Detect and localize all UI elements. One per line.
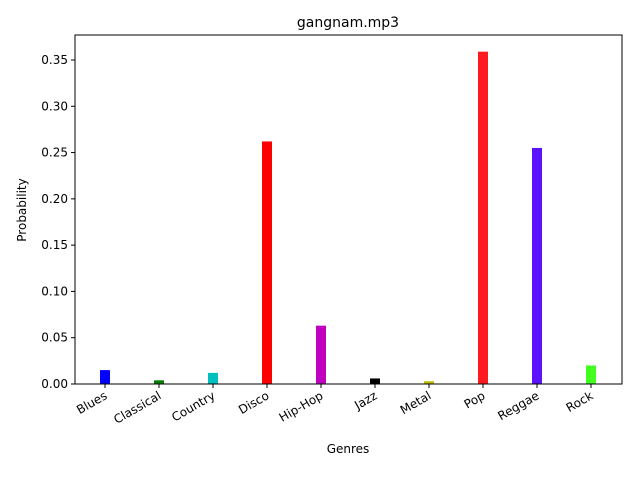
x-tick-label: Reggae bbox=[495, 388, 541, 423]
bar-jazz bbox=[370, 378, 380, 384]
x-tick-label: Hip-Hop bbox=[277, 388, 326, 424]
bar-rock bbox=[586, 365, 596, 384]
x-axis: Blues Classical Country Disco Hip-Hop Jazz Met… bbox=[74, 384, 596, 427]
chart-title: gangnam.mp3 bbox=[297, 15, 399, 31]
bar-reggae bbox=[532, 147, 542, 384]
bar-metal bbox=[424, 381, 434, 384]
y-tick-label: 0.00 bbox=[41, 377, 68, 391]
x-tick-label: Blues bbox=[74, 388, 109, 417]
x-tick-label: Jazz bbox=[351, 388, 379, 412]
bar-blues bbox=[100, 370, 110, 384]
y-tick-label: 0.05 bbox=[41, 331, 68, 345]
y-axis-title: Probability bbox=[15, 178, 29, 241]
bar-country bbox=[208, 372, 218, 384]
x-tick-label: Country bbox=[169, 388, 217, 424]
bars-group bbox=[100, 51, 596, 384]
x-tick-label: Disco bbox=[236, 388, 271, 417]
x-tick-label: Metal bbox=[398, 388, 434, 417]
bar-pop bbox=[478, 51, 488, 384]
x-tick-label: Classical bbox=[111, 388, 163, 426]
y-tick-label: 0.30 bbox=[41, 99, 68, 113]
plot-frame bbox=[74, 34, 623, 385]
bar-hip-hop bbox=[316, 325, 326, 384]
bar-classical bbox=[154, 380, 164, 384]
x-tick-label: Pop bbox=[462, 388, 488, 411]
bar-disco bbox=[262, 141, 272, 384]
y-tick-label: 0.35 bbox=[41, 53, 68, 67]
y-tick-label: 0.15 bbox=[41, 238, 68, 252]
y-axis: 0.00 0.05 0.10 0.15 0.20 0.25 0.30 0.35 bbox=[41, 53, 75, 391]
y-tick-label: 0.20 bbox=[41, 192, 68, 206]
y-tick-label: 0.25 bbox=[41, 146, 68, 160]
x-axis-title: Genres bbox=[327, 442, 370, 456]
x-tick-label: Rock bbox=[564, 388, 596, 414]
y-tick-label: 0.10 bbox=[41, 284, 68, 298]
